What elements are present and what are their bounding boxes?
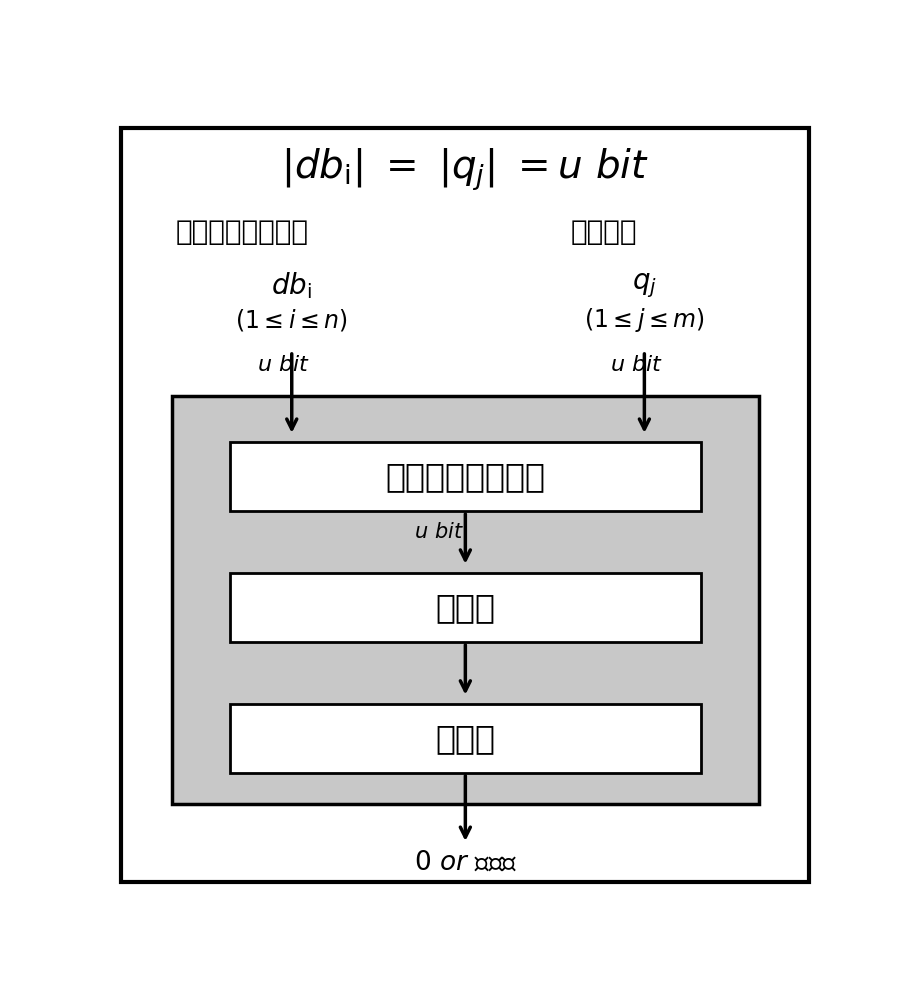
Text: $|db_\mathrm{i}|\ =\ |q_j|\ =u\ bit$: $|db_\mathrm{i}|\ =\ |q_j|\ =u\ bit$	[281, 147, 649, 193]
Text: $(1\leq j\leq m)$: $(1\leq j\leq m)$	[584, 306, 705, 334]
Text: 查询序列: 查询序列	[571, 218, 637, 246]
Bar	[172, 396, 759, 804]
Text: 比特位的异或运算: 比特位的异或运算	[385, 460, 546, 493]
Bar	[230, 442, 701, 511]
Text: $db_\mathrm{i}$: $db_\mathrm{i}$	[271, 270, 312, 301]
Text: 计数器: 计数器	[435, 591, 496, 624]
Text: $0\ \mathit{or}\ $随机数: $0\ \mathit{or}\ $随机数	[414, 850, 517, 876]
Bar	[230, 704, 701, 773]
Text: $u\ bit$: $u\ bit$	[257, 355, 310, 375]
Text: $(1\leq i\leq n)$: $(1\leq i\leq n)$	[235, 307, 348, 333]
Text: $u\ bit$: $u\ bit$	[609, 355, 663, 375]
Text: $u\ bit$: $u\ bit$	[414, 522, 464, 542]
Bar	[230, 573, 701, 642]
Text: 比较器: 比较器	[435, 722, 496, 755]
Text: $q_j$: $q_j$	[632, 271, 656, 300]
Text: 数据库中基因序列: 数据库中基因序列	[175, 218, 309, 246]
